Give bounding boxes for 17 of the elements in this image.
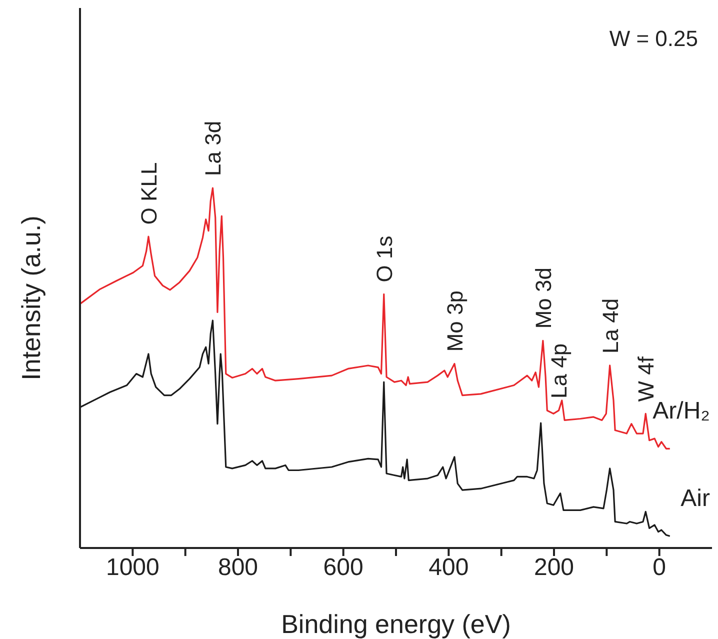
x-axis-title: Binding energy (eV) [281,609,511,639]
annotation: O 1s [372,236,397,282]
x-tick-label: 800 [218,554,258,582]
x-tick-label: 600 [323,554,364,582]
annotation: O KLL [136,162,162,225]
annotation: La 4p [546,343,572,398]
series-label: Air [680,485,710,512]
x-tick-label: 400 [428,554,469,582]
x-tick-label: 200 [534,554,574,582]
y-axis-title: Intensity (a.u.) [16,216,46,380]
annotation: La 4d [598,298,623,354]
annotation: La 3d [200,120,226,176]
x-tick-label: 0 [652,554,666,582]
annotation: Mo 3p [442,290,468,352]
text: W = 0.25 [609,26,698,51]
annotation: Mo 3d [530,267,556,329]
x-tick-label: 1000 [106,554,160,582]
